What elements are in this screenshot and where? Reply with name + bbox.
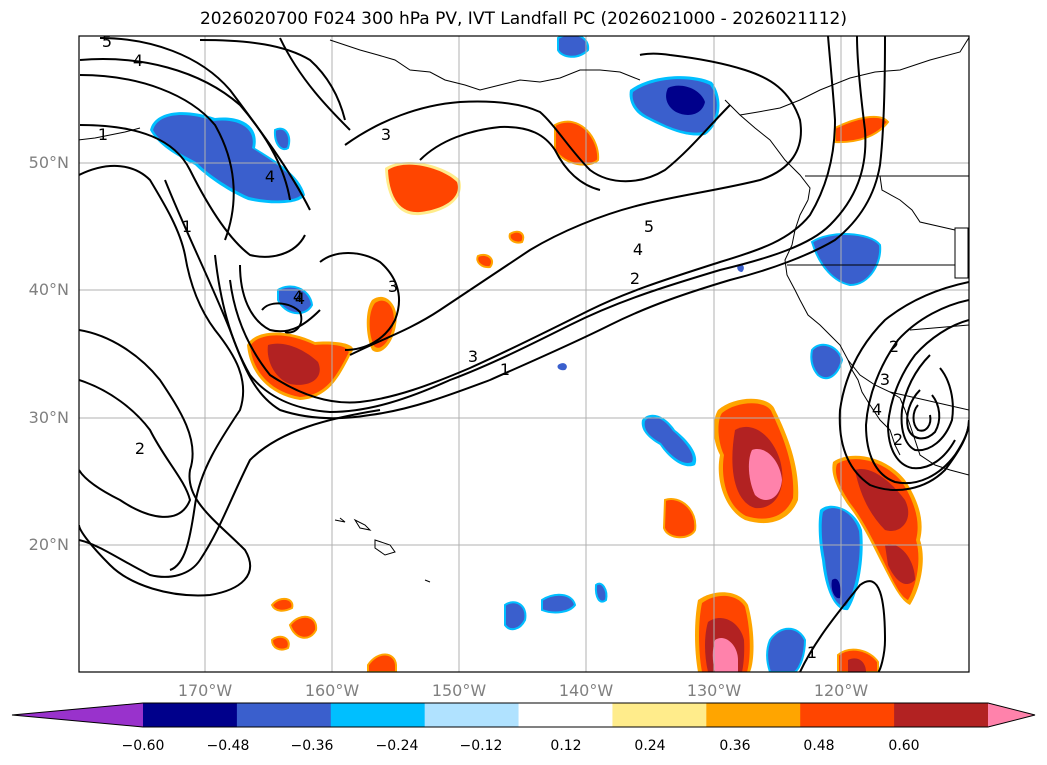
contour-label: 4 — [265, 167, 275, 186]
colorbar-tick-label: 0.24 — [634, 738, 666, 754]
contour-label: 1 — [98, 125, 108, 144]
contour-label: 4 — [133, 51, 143, 70]
colorbar-tick-label: 0.12 — [550, 738, 582, 754]
contour-label: 3 — [880, 370, 890, 389]
colorbar-max-extension — [988, 703, 1035, 727]
contour-label: 1 — [182, 217, 192, 236]
negative-anomaly-blobs — [150, 36, 882, 672]
coastlines — [79, 36, 969, 583]
colorbar — [11, 702, 1036, 728]
contour-label: 2 — [630, 269, 640, 288]
contour-label: 3 — [388, 277, 398, 296]
lon-label: 160°W — [304, 681, 360, 700]
colorbar-outline — [11, 702, 1036, 728]
colorbar-cell — [800, 703, 895, 727]
colorbar-cell — [330, 703, 426, 727]
contour-label: 4 — [633, 240, 643, 259]
colorbar-cell — [706, 703, 801, 727]
contour-label: 4 — [293, 287, 303, 306]
pv-contours — [79, 36, 969, 672]
contour-label: 1 — [500, 360, 510, 379]
colorbar-cell — [143, 703, 238, 727]
plot-frame — [78, 35, 970, 673]
contour-label: 2 — [893, 430, 903, 449]
colorbar-cell — [894, 703, 989, 727]
colorbar-min-extension — [12, 703, 143, 727]
colorbar-tick-label: −0.36 — [290, 738, 334, 754]
positive-anomaly-blobs — [247, 115, 923, 672]
contour-label: 4 — [872, 400, 882, 419]
lon-label: 170°W — [177, 681, 233, 700]
contour-label: 3 — [468, 347, 478, 366]
lon-label: 130°W — [686, 681, 742, 700]
colorbar-tick-label: 0.36 — [719, 738, 751, 754]
contour-labels: 5 4 1 3 4 1 4 3 4 2 5 4 2 3 1 2 3 4 2 1 — [98, 32, 903, 662]
map-title: 2026020700 F024 300 hPa PV, IVT Landfall… — [199, 9, 847, 29]
contour-label: 2 — [889, 337, 899, 356]
lat-label: 40°N — [28, 280, 69, 299]
colorbar-tick-label: 0.48 — [803, 738, 835, 754]
contour-label: 1 — [807, 643, 817, 662]
contour-label: 4 — [295, 289, 305, 308]
lon-label: 120°W — [813, 681, 869, 700]
contour-label: 3 — [381, 125, 391, 144]
colorbar-tick-label: −0.48 — [206, 738, 250, 754]
colorbar-tick-label: 0.60 — [888, 738, 920, 754]
gridlines — [79, 36, 969, 672]
colorbar-cell — [424, 703, 520, 727]
colorbar-cell — [518, 703, 613, 727]
colorbar-cell — [236, 703, 332, 727]
colorbar-cell — [612, 703, 707, 727]
contour-label: 2 — [135, 439, 145, 458]
colorbar-tick-label: −0.24 — [375, 738, 419, 754]
lon-label: 140°W — [558, 681, 614, 700]
lon-label: 150°W — [431, 681, 487, 700]
lat-label: 20°N — [28, 535, 69, 554]
lat-label: 50°N — [28, 153, 69, 172]
contour-label: 5 — [102, 32, 112, 51]
lat-label: 30°N — [28, 408, 69, 427]
contour-label: 5 — [644, 217, 654, 236]
colorbar-tick-label: −0.60 — [121, 738, 165, 754]
colorbar-tick-label: −0.12 — [459, 738, 503, 754]
